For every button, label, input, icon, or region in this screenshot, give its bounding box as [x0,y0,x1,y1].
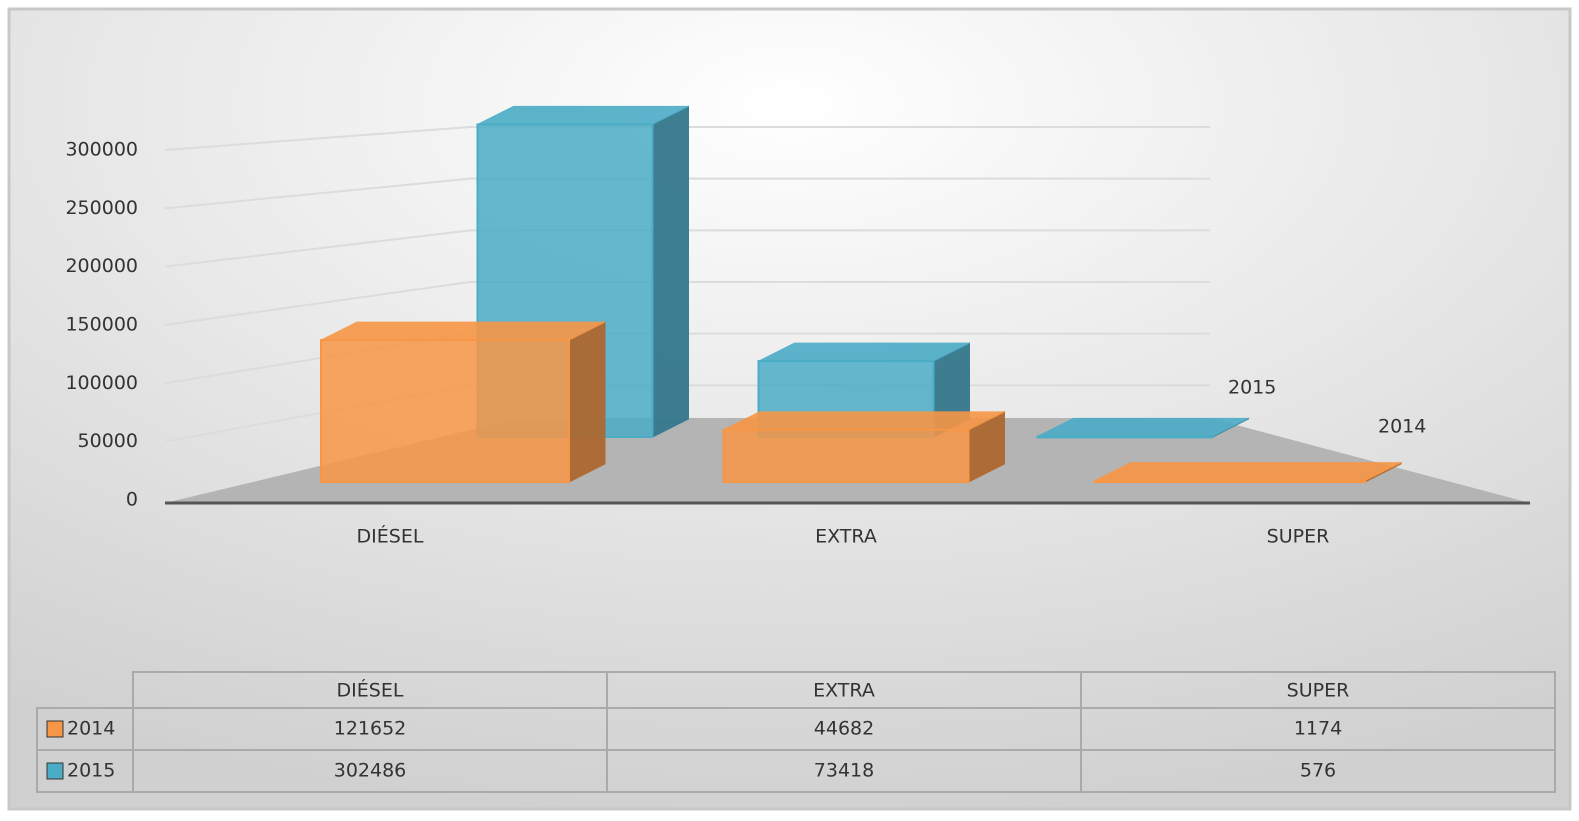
table-value: 302486 [334,760,407,782]
grid-line [164,281,1210,326]
x-tick-label: DIÉSEL [357,525,424,548]
legend-swatch [46,762,64,780]
depth-label: 2015 [1228,377,1276,399]
bar-top [723,411,1005,431]
legend-label: 2014 [67,718,115,740]
y-tick-label: 250000 [65,197,138,219]
table-header: EXTRA [813,680,875,702]
y-tick-label: 100000 [65,372,138,394]
y-tick-label: 300000 [65,139,138,161]
grid-line [164,177,1210,210]
bar [722,411,1005,484]
bar-front [1094,479,1366,484]
table-value: 576 [1300,760,1336,782]
bar-top [1037,417,1249,437]
bar-top [758,342,970,362]
grid-line [164,126,1210,151]
table-value: 73418 [814,760,874,782]
table-header: DIÉSEL [337,679,404,702]
table-value: 121652 [334,718,407,740]
bar-front [1036,435,1214,439]
table-header: SUPER [1287,680,1350,702]
table-value: 1174 [1294,718,1342,740]
bar [1094,461,1402,484]
y-tick-label: 200000 [65,255,138,277]
x-tick-label: EXTRA [815,526,877,548]
depth-label: 2014 [1378,416,1426,438]
legend-label: 2015 [67,760,115,782]
bar-top [320,321,606,341]
x-tick-label: SUPER [1267,526,1330,548]
bar [1036,417,1249,439]
table-value: 44682 [814,718,874,740]
bar-front [722,428,970,484]
y-tick-label: 150000 [65,314,138,336]
legend-swatch [46,720,64,738]
bar [320,321,606,483]
bar-side [652,105,689,438]
grid-line [164,229,1210,268]
y-tick-label: 50000 [78,430,138,452]
bar-front [320,339,570,483]
bar-top [1094,462,1402,482]
y-tick-label: 0 [126,489,138,511]
bar-top [477,105,689,125]
bar-side [568,321,606,483]
